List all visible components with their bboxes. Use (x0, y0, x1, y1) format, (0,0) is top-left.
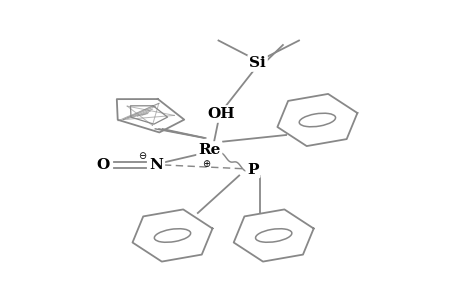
Text: Si: Si (249, 56, 265, 70)
Text: O: O (97, 158, 110, 172)
Text: N: N (149, 158, 163, 172)
Text: ⊕: ⊕ (202, 159, 209, 169)
Text: P: P (247, 163, 258, 176)
Text: OH: OH (207, 107, 234, 121)
Text: Re: Re (198, 143, 220, 157)
Text: ⊖: ⊖ (138, 151, 146, 161)
